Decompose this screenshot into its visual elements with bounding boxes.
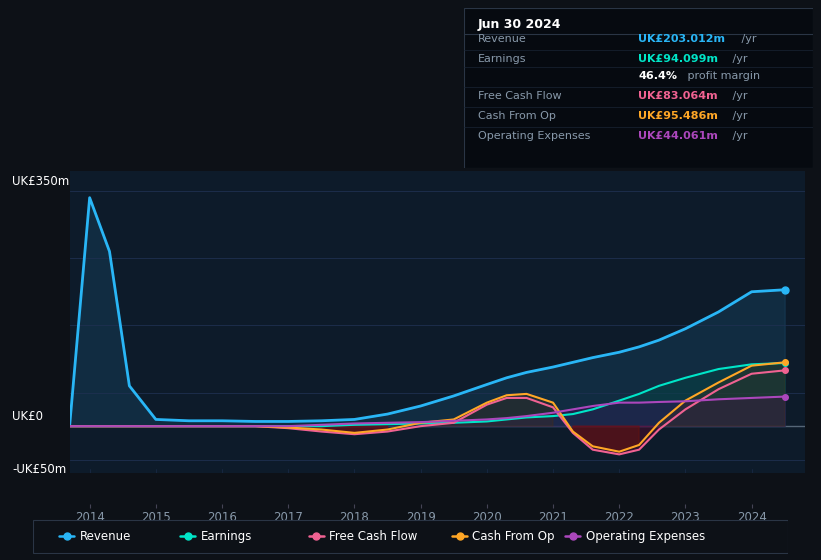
Text: Cash From Op: Cash From Op (472, 530, 555, 543)
Text: /yr: /yr (729, 54, 748, 64)
Text: /yr: /yr (738, 34, 757, 44)
Text: UK£83.064m: UK£83.064m (639, 91, 718, 101)
Text: Revenue: Revenue (478, 34, 526, 44)
Text: Revenue: Revenue (80, 530, 131, 543)
Text: UK£350m: UK£350m (12, 175, 70, 188)
Text: Earnings: Earnings (200, 530, 252, 543)
Text: -UK£50m: -UK£50m (12, 463, 67, 475)
Text: 46.4%: 46.4% (639, 71, 677, 81)
Text: Operating Expenses: Operating Expenses (585, 530, 705, 543)
Text: UK£203.012m: UK£203.012m (639, 34, 725, 44)
Text: UK£44.061m: UK£44.061m (639, 131, 718, 141)
Text: Operating Expenses: Operating Expenses (478, 131, 590, 141)
Text: /yr: /yr (729, 91, 748, 101)
Text: profit margin: profit margin (684, 71, 759, 81)
Text: /yr: /yr (729, 131, 748, 141)
Text: Earnings: Earnings (478, 54, 526, 64)
Text: Free Cash Flow: Free Cash Flow (329, 530, 417, 543)
Text: UK£95.486m: UK£95.486m (639, 111, 718, 121)
Text: Jun 30 2024: Jun 30 2024 (478, 18, 562, 31)
Text: /yr: /yr (729, 111, 748, 121)
FancyBboxPatch shape (464, 8, 813, 168)
Text: UK£94.099m: UK£94.099m (639, 54, 718, 64)
Text: Cash From Op: Cash From Op (478, 111, 556, 121)
Text: UK£0: UK£0 (12, 410, 44, 423)
Text: Free Cash Flow: Free Cash Flow (478, 91, 562, 101)
